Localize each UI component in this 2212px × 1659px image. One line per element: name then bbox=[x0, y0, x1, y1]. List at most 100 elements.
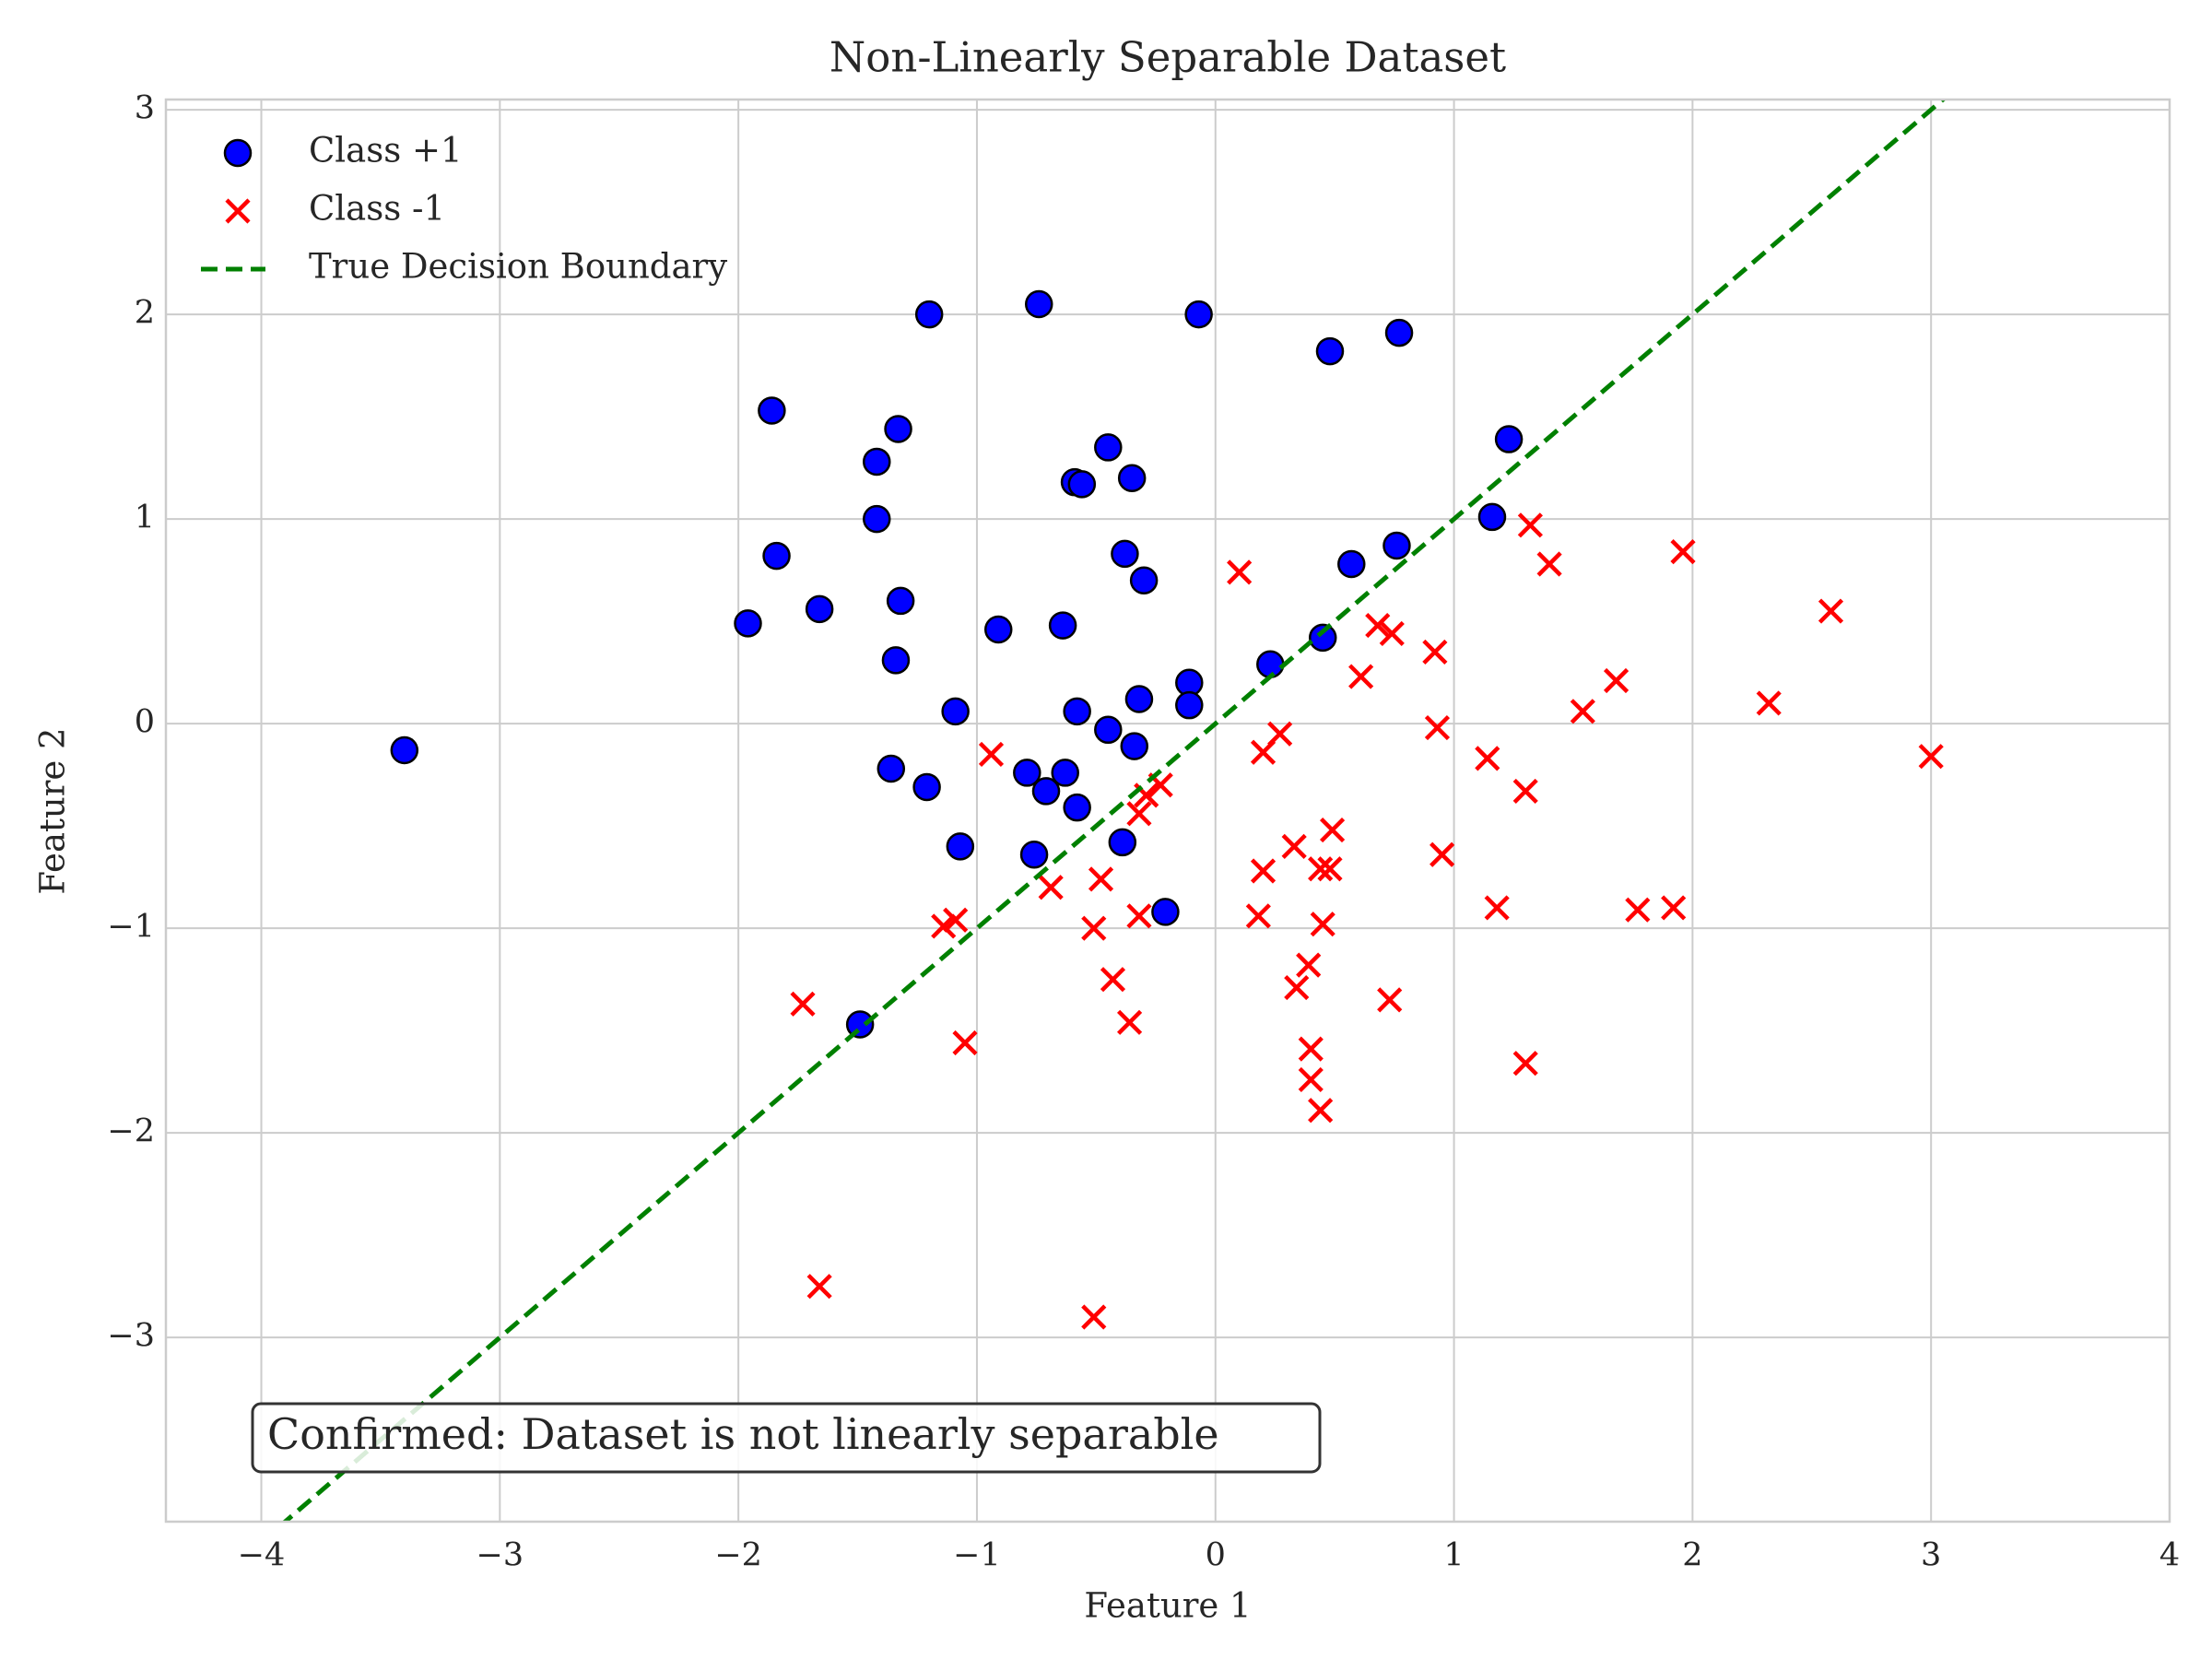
point bbox=[1308, 623, 1337, 653]
point bbox=[1088, 866, 1114, 892]
point bbox=[1319, 818, 1346, 843]
x-tick-label: 2 bbox=[1682, 1537, 1702, 1574]
point bbox=[863, 504, 891, 534]
point bbox=[1310, 912, 1335, 937]
point bbox=[1337, 549, 1366, 579]
point bbox=[941, 697, 970, 726]
point bbox=[983, 615, 1013, 644]
point bbox=[1661, 895, 1687, 921]
point bbox=[1067, 470, 1097, 499]
point bbox=[1063, 697, 1091, 726]
point bbox=[881, 646, 911, 675]
point bbox=[1382, 531, 1411, 560]
point bbox=[877, 754, 906, 783]
point bbox=[1281, 833, 1307, 859]
x-tick-label: −3 bbox=[477, 1537, 524, 1574]
y-axis-label: Feature 2 bbox=[33, 727, 73, 894]
point bbox=[1298, 1066, 1324, 1093]
x-tick-label: −2 bbox=[714, 1537, 762, 1574]
legend-label: Class +1 bbox=[309, 131, 462, 171]
y-tick-label: 0 bbox=[135, 704, 155, 741]
point bbox=[884, 415, 912, 443]
point bbox=[1126, 903, 1152, 929]
x-axis-label: Feature 1 bbox=[1084, 1586, 1251, 1626]
point bbox=[912, 772, 941, 802]
legend-label: True Decision Boundary bbox=[309, 247, 727, 287]
point bbox=[1019, 840, 1049, 869]
point bbox=[790, 991, 816, 1017]
point bbox=[863, 447, 891, 477]
y-tick-label: −3 bbox=[107, 1318, 155, 1355]
point bbox=[1308, 1098, 1334, 1124]
point bbox=[1536, 551, 1562, 577]
point bbox=[1250, 739, 1277, 765]
legend-item: True Decision Boundary bbox=[201, 247, 727, 287]
point bbox=[1377, 987, 1403, 1013]
x-tick-label: −4 bbox=[238, 1537, 286, 1574]
point bbox=[1475, 746, 1500, 771]
point bbox=[1384, 318, 1414, 347]
point bbox=[1250, 858, 1277, 884]
point bbox=[1296, 952, 1322, 978]
point bbox=[1284, 974, 1310, 1001]
point bbox=[1422, 639, 1448, 665]
point bbox=[762, 541, 791, 571]
point bbox=[1051, 759, 1079, 787]
point bbox=[1298, 1036, 1324, 1062]
point bbox=[1031, 777, 1061, 806]
point bbox=[931, 913, 957, 939]
point bbox=[1308, 856, 1334, 882]
chart-title: Non-Linearly Separable Dataset bbox=[830, 33, 1506, 82]
annotation-box: Confirmed: Dataset is not linearly separ… bbox=[251, 1402, 1322, 1474]
point bbox=[943, 907, 969, 933]
point bbox=[1184, 300, 1213, 329]
y-tick-label: −1 bbox=[107, 909, 155, 946]
point bbox=[1603, 667, 1630, 694]
y-tick-label: 1 bbox=[135, 500, 155, 536]
point bbox=[1424, 714, 1451, 741]
point bbox=[1517, 512, 1543, 538]
axes-frame bbox=[164, 98, 2171, 1524]
point bbox=[1494, 425, 1524, 453]
x-tick-label: 4 bbox=[2159, 1537, 2180, 1574]
point bbox=[1124, 685, 1154, 713]
point bbox=[914, 300, 944, 329]
point bbox=[1256, 650, 1285, 679]
point bbox=[1081, 1304, 1107, 1330]
legend-item: Class +1 bbox=[223, 131, 462, 171]
point bbox=[1129, 566, 1159, 594]
legend-swatch bbox=[225, 198, 251, 224]
point bbox=[1024, 289, 1053, 319]
point bbox=[1126, 801, 1152, 827]
point bbox=[1918, 744, 1944, 770]
x-tick-label: −1 bbox=[953, 1537, 1001, 1574]
point bbox=[1670, 539, 1696, 565]
point bbox=[1315, 336, 1345, 366]
point bbox=[1625, 897, 1651, 923]
point bbox=[1379, 620, 1405, 647]
annotation: Confirmed: Dataset is not linearly separ… bbox=[267, 1409, 1219, 1459]
point bbox=[1512, 778, 1538, 804]
point bbox=[1048, 611, 1077, 640]
y-tick-label: 2 bbox=[135, 295, 155, 332]
plot-area bbox=[281, 100, 1947, 1522]
point bbox=[1570, 699, 1595, 724]
point bbox=[952, 1030, 978, 1056]
point bbox=[1100, 967, 1126, 993]
point bbox=[758, 396, 786, 425]
legend-label: Class -1 bbox=[309, 189, 445, 229]
point bbox=[1120, 732, 1149, 760]
point bbox=[1063, 793, 1091, 822]
point bbox=[1227, 559, 1253, 585]
point bbox=[845, 1010, 875, 1039]
point bbox=[1365, 612, 1391, 639]
legend-item: Class -1 bbox=[225, 189, 445, 229]
point bbox=[1116, 1009, 1143, 1035]
point bbox=[1484, 895, 1510, 921]
point bbox=[1245, 903, 1271, 929]
point bbox=[1013, 759, 1041, 787]
point bbox=[390, 735, 419, 765]
point bbox=[1756, 690, 1782, 716]
point bbox=[1094, 433, 1123, 462]
